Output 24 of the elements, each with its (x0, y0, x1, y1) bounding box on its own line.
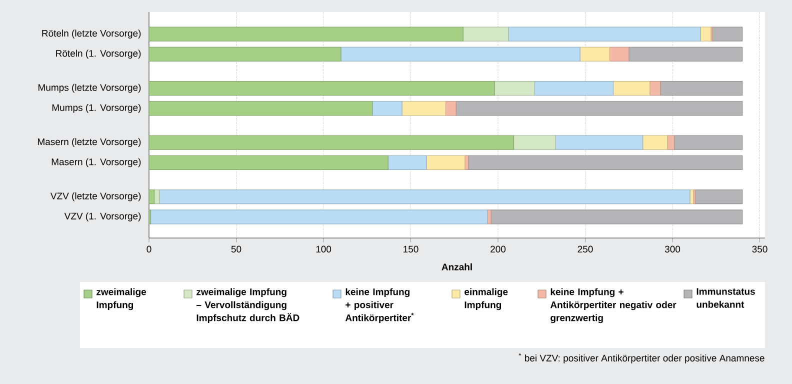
x-tick-label: 200 (490, 246, 506, 252)
legend-label: Immunstatus unbekannt (696, 288, 755, 308)
legend-label: keine Impfung + Antikörpertiter negativ oder grenzwertig (550, 288, 676, 324)
x-tick-label: 250 (578, 246, 593, 252)
y-tick-label: Röteln (letzte Vorsorge) (42, 30, 141, 39)
legend-label: zweimalige Impfung (96, 288, 146, 310)
x-tick-label: 0 (146, 246, 152, 252)
text: $^{*}$ bei VZV: positiver Antikörpertiter oder positive Anamnese (518, 353, 764, 364)
legend-label: keine Impfung + positiver Antikörpertiter$^{*}$ (345, 288, 414, 324)
x-tick-label: 300 (664, 246, 680, 252)
x-axis-title: Anzahl (442, 263, 472, 270)
x-tick-label: 50 (231, 246, 242, 252)
legend-label: einmalige Impfung (464, 288, 508, 310)
y-tick-label: Masern (1. Vorsorge) (52, 158, 141, 168)
y-tick-label: Masern (letzte Vorsorge) (38, 138, 141, 148)
y-tick-label: VZV (1. Vorsorge) (64, 212, 141, 222)
y-tick-label: Röteln (1. Vorsorge) (56, 50, 141, 59)
x-tick-label: 150 (404, 246, 418, 252)
y-tick-label: Mumps (1. Vorsorge) (52, 104, 141, 113)
y-tick-label: Mumps (letzte Vorsorge) (38, 84, 141, 93)
y-tick-label: VZV (letzte Vorsorge) (50, 192, 141, 202)
legend-label: zweimalige Impfung – Vervollständigung Impfschutz durch BÄD (196, 288, 300, 324)
x-tick-label: 100 (316, 246, 332, 252)
x-tick-label: 350 (752, 246, 768, 252)
